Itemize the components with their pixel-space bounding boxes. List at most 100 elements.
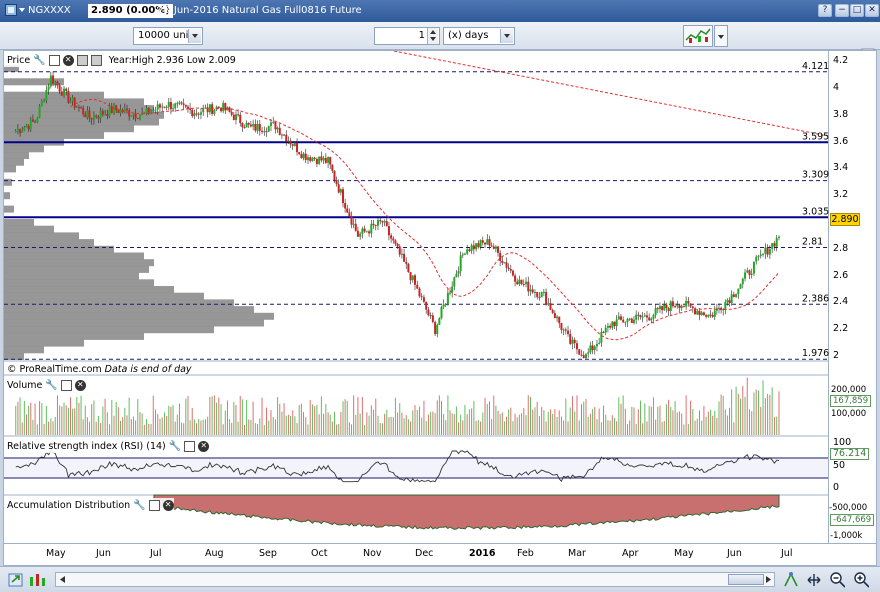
volume-profile-bar xyxy=(4,353,24,360)
chevron-down-icon[interactable] xyxy=(188,29,201,43)
chevron-down-icon[interactable] xyxy=(500,29,513,43)
candle-body xyxy=(497,246,500,253)
symbol-label[interactable]: NGXXXX xyxy=(28,5,71,16)
candle-body xyxy=(165,106,168,108)
scroll-right-icon[interactable] xyxy=(762,574,774,585)
candle-body xyxy=(186,106,189,109)
candle-body xyxy=(234,114,237,120)
window-icon[interactable] xyxy=(5,4,17,16)
chart-type-button[interactable] xyxy=(683,25,713,47)
candle-body xyxy=(138,115,141,119)
month-label: Aug xyxy=(205,548,224,559)
time-scrollbar[interactable] xyxy=(55,572,775,587)
candle-body xyxy=(578,349,581,355)
window-icon[interactable] xyxy=(48,54,60,66)
candle-body xyxy=(775,237,778,247)
minimize-button[interactable]: − xyxy=(835,4,849,17)
candle-body xyxy=(269,122,272,126)
help-button[interactable]: ? xyxy=(818,4,832,17)
candle-body xyxy=(21,130,24,133)
candle-body xyxy=(778,236,780,238)
maximize-button[interactable]: □ xyxy=(850,4,864,17)
candle-body xyxy=(503,262,506,264)
candle-body xyxy=(405,261,408,264)
candle-body xyxy=(82,108,85,115)
candle-body xyxy=(359,233,362,237)
candle-body xyxy=(477,243,480,248)
close-icon[interactable]: ✕ xyxy=(198,440,210,452)
wrench-icon[interactable]: 🔧 xyxy=(45,379,58,391)
candle-body xyxy=(650,318,653,321)
period-stepper[interactable]: 1 xyxy=(374,27,440,45)
zoom-out-icon[interactable] xyxy=(829,571,845,588)
candle-body xyxy=(722,309,725,311)
candle-body xyxy=(228,107,231,112)
chart-canvas[interactable]: 4.121 3.595 3.309 3.035 2.81 2.386 1.976 xyxy=(4,51,830,545)
volume-profile-bar xyxy=(4,205,14,213)
candle-body xyxy=(56,81,59,86)
source-note-italic: Data is end of day xyxy=(104,364,192,375)
candle-body xyxy=(272,122,275,124)
scroll-left-icon[interactable] xyxy=(57,574,69,585)
spinner-icon[interactable] xyxy=(427,28,438,44)
month-label: Nov xyxy=(363,548,382,559)
export-icon[interactable] xyxy=(8,571,24,588)
candle-body xyxy=(276,127,279,130)
candle-body xyxy=(189,108,192,110)
wrench-icon[interactable]: 🔧 xyxy=(168,440,182,452)
candle-body xyxy=(344,203,347,209)
candle-body xyxy=(549,303,552,310)
price-axis[interactable]: 4.243.83.63.43.232.82.62.42.22 2.890 200… xyxy=(829,50,877,544)
candle-body xyxy=(374,225,377,227)
window-icon[interactable] xyxy=(184,440,196,452)
chevron-down-icon[interactable] xyxy=(19,8,25,12)
candle-body xyxy=(624,321,627,323)
close-icon[interactable]: ✕ xyxy=(162,499,174,511)
wrench-icon[interactable]: 🔧 xyxy=(33,54,46,66)
move-up-icon[interactable] xyxy=(76,54,88,66)
close-icon[interactable]: ✕ xyxy=(62,54,74,66)
volume-profile-bar xyxy=(4,131,104,139)
candle-body xyxy=(671,301,674,307)
zoom-in-icon[interactable] xyxy=(853,571,869,588)
candle-body xyxy=(547,303,550,305)
candle-body xyxy=(490,245,493,247)
period-unit-select[interactable]: (x) days xyxy=(443,27,515,45)
candle-body xyxy=(442,304,445,307)
scrollbar-thumb[interactable] xyxy=(728,574,764,585)
candle-body xyxy=(193,113,196,117)
close-icon[interactable]: ✕ xyxy=(74,379,86,391)
volume-profile-bar xyxy=(4,299,234,307)
candle-body xyxy=(762,253,765,255)
chart-type-dropdown[interactable] xyxy=(714,25,728,47)
units-select[interactable]: 10000 units xyxy=(133,27,203,45)
candle-body xyxy=(748,270,751,275)
wrench-icon[interactable]: 🔧 xyxy=(133,499,146,511)
candle-body xyxy=(322,157,325,161)
move-down-icon[interactable] xyxy=(90,54,102,66)
candle-body xyxy=(368,231,371,234)
candle-body xyxy=(411,275,414,281)
candle-body xyxy=(545,291,548,305)
close-button[interactable]: ✕ xyxy=(865,4,879,17)
price-tick: 4 xyxy=(833,82,840,93)
candle-body xyxy=(101,110,104,115)
time-axis[interactable]: May Jun Jul Aug Sep Oct Nov Dec 2016 Feb Mar Apr May… xyxy=(3,544,877,566)
drawing-tools-icon[interactable] xyxy=(782,571,798,588)
volume-profile-bar xyxy=(4,346,44,354)
candle-body xyxy=(591,345,594,351)
candle-body xyxy=(97,117,100,119)
candle-body xyxy=(656,308,659,310)
bars-icon[interactable] xyxy=(28,571,50,588)
candle-body xyxy=(278,127,281,135)
candle-body xyxy=(713,310,716,317)
window-icon[interactable] xyxy=(60,379,72,391)
candle-body xyxy=(518,279,521,285)
window-icon[interactable] xyxy=(148,499,160,511)
candle-body xyxy=(652,315,655,319)
auto-scale-icon[interactable] xyxy=(805,571,821,588)
candle-body xyxy=(567,330,570,334)
month-label: Jun xyxy=(96,548,111,559)
candle-body xyxy=(400,253,403,255)
chart-area[interactable]: 4.121 3.595 3.309 3.035 2.81 2.386 1.976 Price… xyxy=(3,50,829,544)
